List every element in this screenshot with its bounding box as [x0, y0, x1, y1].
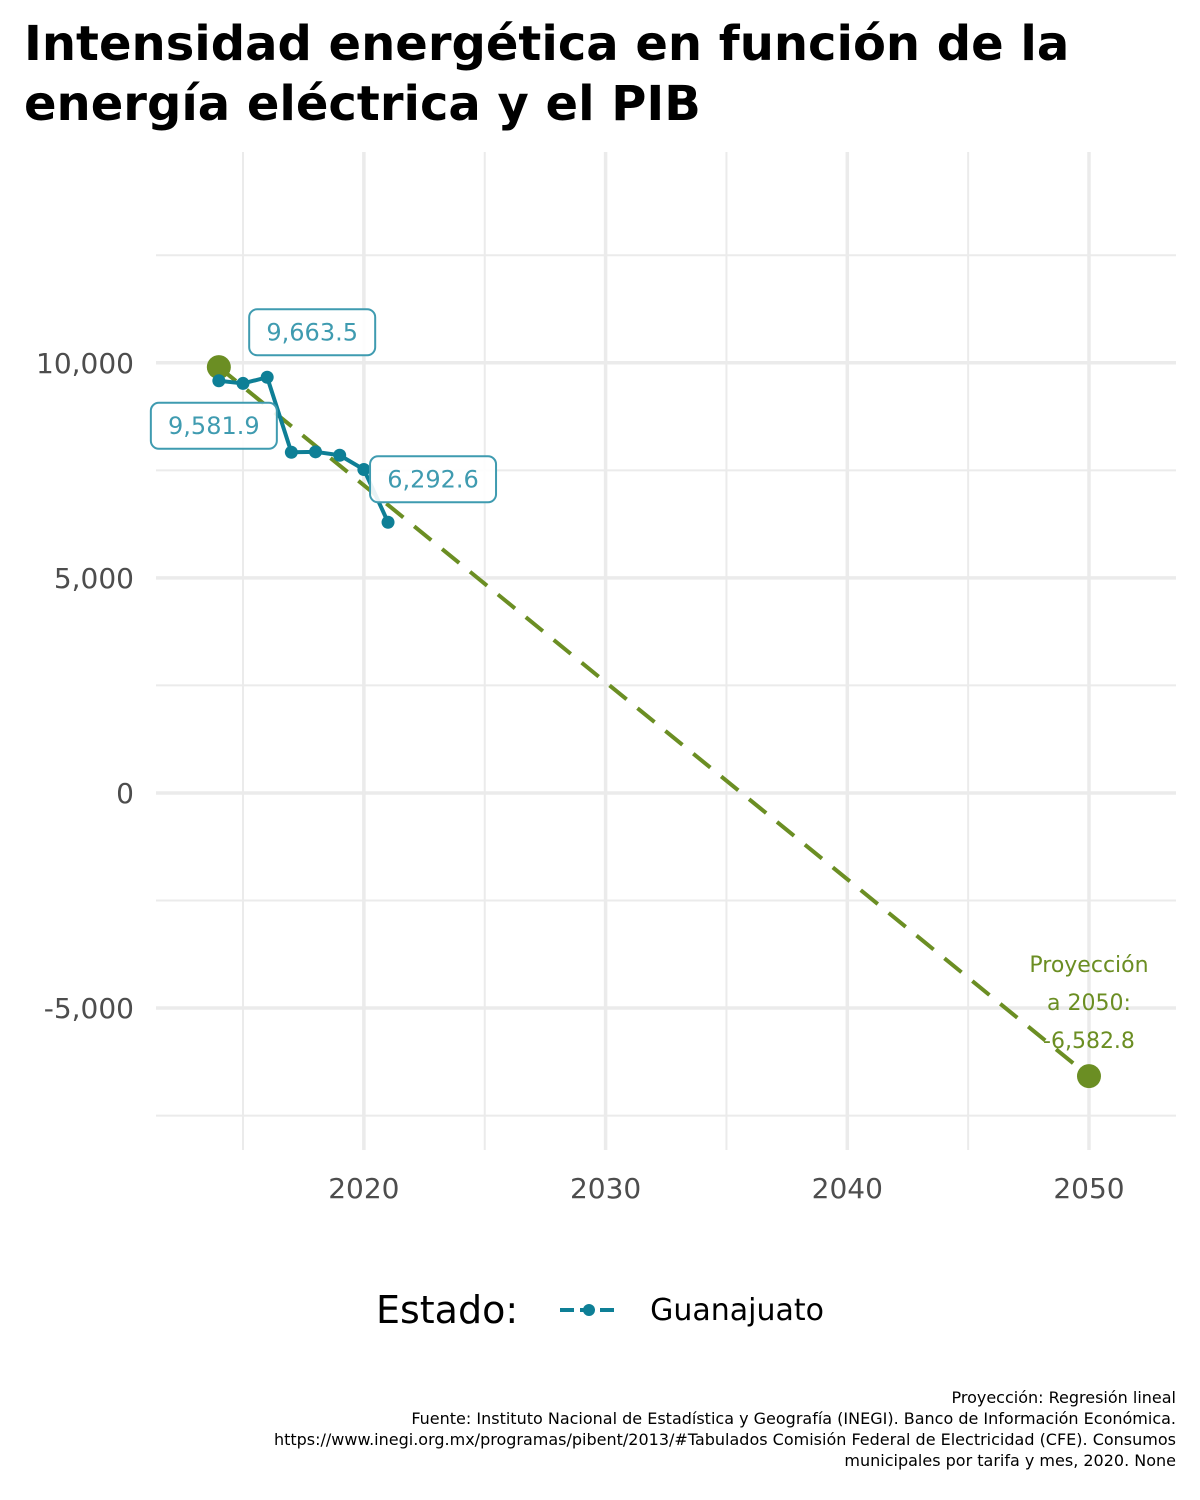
x-tick-label: 2030 [570, 1172, 641, 1205]
series-point [260, 370, 274, 384]
projection-annotation: a 2050: [1047, 991, 1131, 1016]
data-label-box [248, 308, 377, 357]
data-label: 9,581.9 [168, 412, 260, 440]
data-label-box [369, 455, 498, 504]
projection-layer: Proyección a 2050: -6,582.8 [206, 355, 1149, 1089]
major-gridlines [156, 152, 1176, 1150]
y-axis-tick-labels: -5,000 0 5,000 10,000 [36, 347, 134, 1025]
legend-title: Estado: [375, 1288, 519, 1332]
series-point [236, 376, 250, 390]
series-point [284, 445, 298, 459]
projection-annotation: -6,582.8 [1043, 1029, 1135, 1054]
data-label: 9,663.5 [266, 318, 358, 346]
minor-gridlines [156, 152, 1176, 1150]
x-tick-label: 2050 [1053, 1172, 1124, 1205]
caption: Proyección: Regresión lineal Fuente: Ins… [56, 1387, 1176, 1471]
x-axis-tick-labels: 2020 2030 2040 2050 [328, 1172, 1124, 1205]
line-chart: -5,000 0 5,000 10,000 2020 2030 2040 2050 Proy… [36, 152, 1176, 1205]
caption-line: Fuente: Instituto Nacional de Estadístic… [411, 1409, 1176, 1428]
data-label-box [149, 401, 278, 450]
data-labels: 9,663.5 9,581.9 6,292.6 [149, 308, 498, 504]
projection-annotation: Proyección [1029, 953, 1148, 978]
data-label: 6,292.6 [387, 465, 479, 493]
series-point [357, 462, 371, 476]
chart-title: Intensidad energética en función de la e… [24, 16, 1070, 132]
series-point [212, 374, 226, 388]
y-tick-label: -5,000 [44, 992, 134, 1025]
series-point [333, 448, 347, 462]
legend: Estado: Guanajuato [0, 1285, 1200, 1335]
series-point [381, 515, 395, 529]
projection-point [206, 355, 231, 380]
x-tick-label: 2020 [328, 1172, 399, 1205]
y-tick-label: 0 [116, 777, 134, 810]
caption-line: https://www.inegi.org.mx/programas/piben… [273, 1430, 1176, 1449]
projection-line [217, 365, 1091, 1078]
y-tick-label: 5,000 [54, 562, 134, 595]
series-layer [212, 370, 395, 529]
legend-key-icon [560, 1304, 619, 1316]
x-tick-label: 2040 [812, 1172, 883, 1205]
caption-line: Proyección: Regresión lineal [951, 1388, 1176, 1407]
legend-label: Guanajuato [650, 1292, 825, 1328]
caption-line: municipales por tarifa y mes, 2020. None [844, 1451, 1176, 1470]
y-tick-label: 10,000 [36, 347, 134, 380]
projection-point [1076, 1064, 1101, 1089]
series-point [309, 445, 323, 459]
